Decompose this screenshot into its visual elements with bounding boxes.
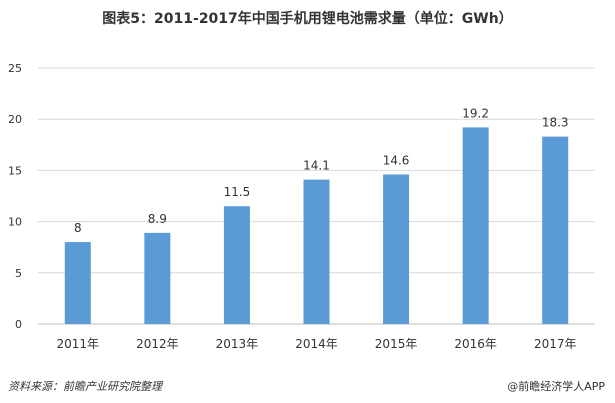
data-label: 19.2 bbox=[462, 106, 489, 120]
bar bbox=[144, 232, 171, 324]
data-label: 11.5 bbox=[224, 185, 251, 199]
x-tick-label: 2014年 bbox=[295, 337, 338, 351]
bar bbox=[542, 136, 569, 324]
source-note: 资料来源：前瞻产业研究院整理 bbox=[8, 380, 162, 393]
bar bbox=[64, 242, 91, 324]
y-tick-label: 0 bbox=[15, 318, 22, 331]
data-label: 14.1 bbox=[303, 159, 330, 173]
data-label: 14.6 bbox=[383, 153, 410, 167]
y-tick-label: 20 bbox=[8, 113, 22, 126]
y-tick-label: 25 bbox=[8, 62, 22, 75]
data-label: 8 bbox=[74, 221, 82, 235]
bar bbox=[462, 127, 489, 324]
bar bbox=[223, 206, 250, 324]
bar bbox=[303, 179, 330, 324]
data-label: 18.3 bbox=[542, 116, 569, 130]
brand-watermark: @前瞻经济学人APP bbox=[507, 380, 605, 393]
y-tick-label: 10 bbox=[8, 216, 22, 229]
chart-title: 图表5：2011-2017年中国手机用锂电池需求量（单位：GWh） bbox=[102, 11, 513, 27]
x-tick-label: 2016年 bbox=[454, 337, 497, 351]
x-tick-label: 2017年 bbox=[534, 337, 577, 351]
x-tick-label: 2011年 bbox=[57, 337, 100, 351]
y-tick-label: 5 bbox=[15, 267, 22, 280]
x-tick-label: 2013年 bbox=[216, 337, 259, 351]
x-tick-label: 2012年 bbox=[136, 337, 179, 351]
bar bbox=[383, 174, 410, 324]
y-tick-label: 15 bbox=[8, 164, 22, 177]
x-tick-label: 2015年 bbox=[375, 337, 418, 351]
data-label: 8.9 bbox=[148, 212, 167, 226]
